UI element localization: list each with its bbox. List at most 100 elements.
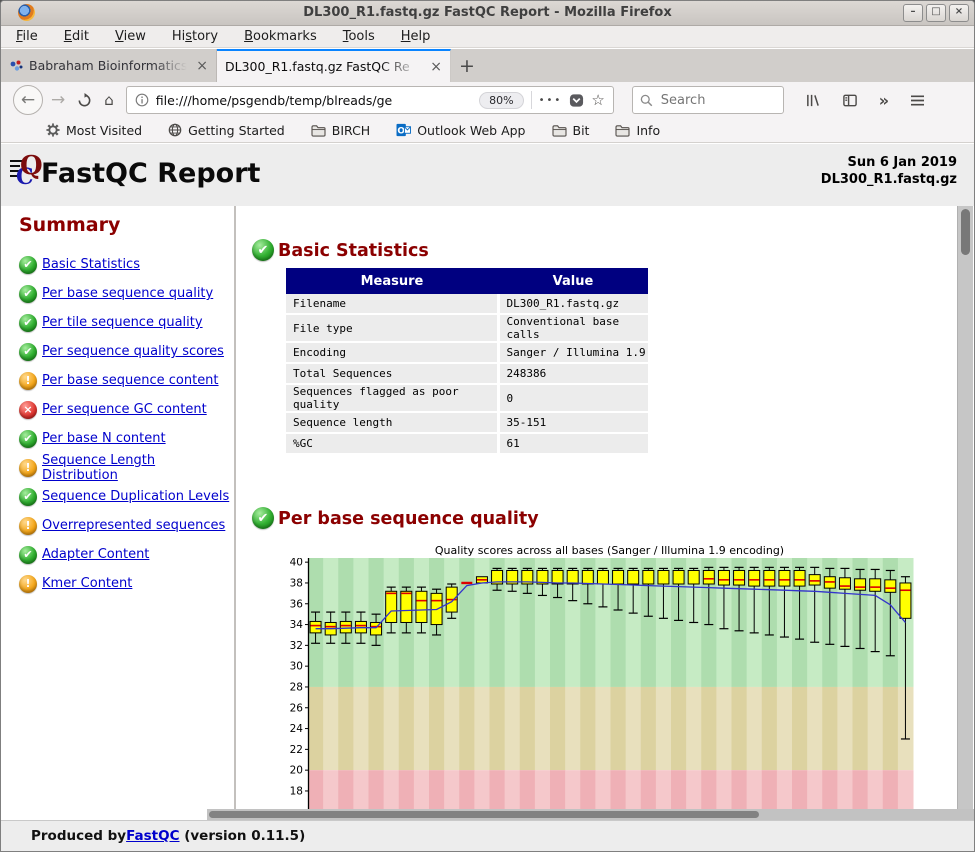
footer-text: Produced by bbox=[31, 828, 127, 844]
reload-icon[interactable] bbox=[77, 92, 92, 108]
vertical-scrollbar-thumb[interactable] bbox=[961, 209, 970, 255]
forward-button[interactable]: → bbox=[51, 90, 66, 110]
summary-item: ✔ Adapter Content bbox=[19, 540, 234, 569]
pass-icon: ✔ bbox=[252, 239, 274, 261]
svg-text:28: 28 bbox=[290, 681, 303, 693]
warn-icon: ! bbox=[19, 574, 37, 593]
new-tab-button[interactable]: + bbox=[459, 54, 475, 77]
summary-item: ! Kmer Content bbox=[19, 569, 234, 598]
summary-link[interactable]: Overrepresented sequences bbox=[42, 518, 226, 533]
tab-title: DL300_R1.fastq.gz FastQC Re bbox=[225, 59, 410, 74]
horizontal-scrollbar[interactable] bbox=[207, 809, 974, 820]
bookmark-star-icon[interactable]: ☆ bbox=[591, 91, 605, 109]
column-header-measure: Measure bbox=[286, 268, 498, 294]
minimize-button[interactable]: – bbox=[903, 4, 923, 22]
pass-icon: ✔ bbox=[19, 545, 37, 564]
library-icon[interactable] bbox=[805, 93, 821, 108]
section-title: Per base sequence quality bbox=[278, 509, 539, 529]
summary-link[interactable]: Per base sequence quality bbox=[42, 286, 214, 301]
menu-help[interactable]: Help bbox=[400, 29, 431, 44]
horizontal-scrollbar-thumb[interactable] bbox=[209, 811, 759, 818]
tab-babraham[interactable]: Babraham Bioinformatics × bbox=[1, 49, 217, 82]
warn-icon: ! bbox=[19, 458, 37, 477]
site-info-icon[interactable] bbox=[135, 93, 149, 107]
search-input[interactable] bbox=[658, 91, 753, 109]
summary-link[interactable]: Kmer Content bbox=[42, 576, 133, 591]
footer-version: (version 0.11.5) bbox=[179, 828, 306, 844]
svg-text:20: 20 bbox=[290, 765, 303, 777]
summary-link[interactable]: Per tile sequence quality bbox=[42, 315, 203, 330]
menu-history[interactable]: History bbox=[171, 29, 219, 44]
menu-view[interactable]: View bbox=[114, 29, 146, 44]
bookmark-birch[interactable]: BIRCH bbox=[311, 123, 370, 138]
globe-icon bbox=[168, 123, 182, 137]
tab-bar: Babraham Bioinformatics × DL300_R1.fastq… bbox=[1, 49, 974, 82]
url-text[interactable]: file:///home/psgendb/temp/blreads/ge bbox=[155, 92, 393, 108]
summary-link[interactable]: Per sequence GC content bbox=[42, 402, 207, 417]
menu-edit[interactable]: Edit bbox=[63, 29, 89, 44]
bookmark-getting-started[interactable]: Getting Started bbox=[168, 123, 285, 138]
svg-text:18: 18 bbox=[290, 785, 303, 797]
warn-icon: ! bbox=[19, 516, 37, 535]
summary-link[interactable]: Basic Statistics bbox=[42, 257, 140, 272]
summary-item: ✔ Per tile sequence quality bbox=[19, 308, 234, 337]
table-row: Total Sequences 248386 bbox=[286, 363, 648, 385]
sidebar-toggle-icon[interactable] bbox=[842, 93, 858, 108]
toolbar-overflow-icon[interactable]: » bbox=[878, 90, 890, 110]
pass-icon: ✔ bbox=[19, 342, 37, 361]
home-icon[interactable]: ⌂ bbox=[104, 91, 114, 109]
fastqc-link[interactable]: FastQC bbox=[126, 828, 180, 844]
gear-icon bbox=[46, 123, 60, 137]
svg-text:24: 24 bbox=[290, 723, 304, 735]
tab-close-icon[interactable]: × bbox=[430, 58, 442, 75]
zoom-level-badge[interactable]: 80% bbox=[479, 91, 524, 109]
svg-text:26: 26 bbox=[290, 702, 304, 714]
bookmark-bit[interactable]: Bit bbox=[551, 123, 589, 138]
summary-item: ✔ Sequence Duplication Levels bbox=[19, 482, 234, 511]
maximize-button[interactable]: □ bbox=[926, 4, 946, 22]
menu-tools[interactable]: Tools bbox=[342, 29, 375, 44]
url-bar[interactable]: file:///home/psgendb/temp/blreads/ge 80%… bbox=[125, 86, 614, 114]
report-main-pane[interactable]: ✔ Basic Statistics Measure Value Filenam… bbox=[236, 206, 959, 809]
tab-close-icon[interactable]: × bbox=[196, 57, 208, 74]
summary-link[interactable]: Per base sequence content bbox=[42, 373, 219, 388]
page-actions-icon[interactable]: ••• bbox=[538, 94, 563, 106]
back-button[interactable]: ← bbox=[13, 85, 43, 115]
summary-list: ✔ Basic Statistics ✔ Per base sequence qual… bbox=[1, 250, 234, 598]
bookmark-most-visited[interactable]: Most Visited bbox=[46, 123, 142, 138]
menu-bookmarks[interactable]: Bookmarks bbox=[244, 29, 317, 44]
hamburger-menu-icon[interactable] bbox=[910, 94, 925, 107]
pass-icon: ✔ bbox=[19, 284, 37, 303]
vertical-scrollbar[interactable] bbox=[957, 206, 973, 809]
column-header-value: Value bbox=[498, 268, 648, 294]
menu-file[interactable]: File bbox=[16, 29, 38, 44]
bookmark-info[interactable]: Info bbox=[615, 123, 660, 138]
svg-text:22: 22 bbox=[290, 744, 303, 756]
window-titlebar[interactable]: DL300_R1.fastq.gz FastQC Report - Mozill… bbox=[1, 1, 974, 26]
folder-icon bbox=[615, 124, 631, 137]
pane-divider bbox=[234, 206, 236, 809]
summary-link[interactable]: Sequence Duplication Levels bbox=[42, 489, 230, 504]
summary-sidebar: Summary ✔ Basic Statistics ✔ Per base seque… bbox=[1, 206, 234, 809]
pass-icon: ✔ bbox=[252, 507, 274, 529]
bookmark-outlook-web-app[interactable]: O Outlook Web App bbox=[396, 122, 526, 138]
basic-statistics-section-header: ✔ Basic Statistics bbox=[252, 239, 429, 261]
pocket-icon[interactable] bbox=[569, 93, 584, 108]
summary-link[interactable]: Per sequence quality scores bbox=[42, 344, 224, 359]
close-button[interactable]: × bbox=[949, 4, 969, 22]
report-filename: DL300_R1.fastq.gz bbox=[820, 172, 957, 187]
tab-fastqc-report[interactable]: DL300_R1.fastq.gz FastQC Re × bbox=[217, 49, 451, 82]
search-bar[interactable] bbox=[631, 86, 784, 114]
report-title: FastQC Report bbox=[41, 158, 261, 189]
svg-text:O: O bbox=[398, 126, 406, 136]
summary-link[interactable]: Adapter Content bbox=[42, 547, 150, 562]
report-meta: Sun 6 Jan 2019 DL300_R1.fastq.gz bbox=[821, 154, 957, 188]
chart-title: Quality scores across all bases (Sanger … bbox=[434, 544, 785, 557]
summary-link[interactable]: Per base N content bbox=[42, 431, 166, 446]
summary-link[interactable]: Sequence Length Distribution bbox=[42, 452, 156, 483]
table-row: Sequences flagged as poor quality 0 bbox=[286, 384, 648, 413]
babraham-favicon bbox=[9, 59, 23, 73]
